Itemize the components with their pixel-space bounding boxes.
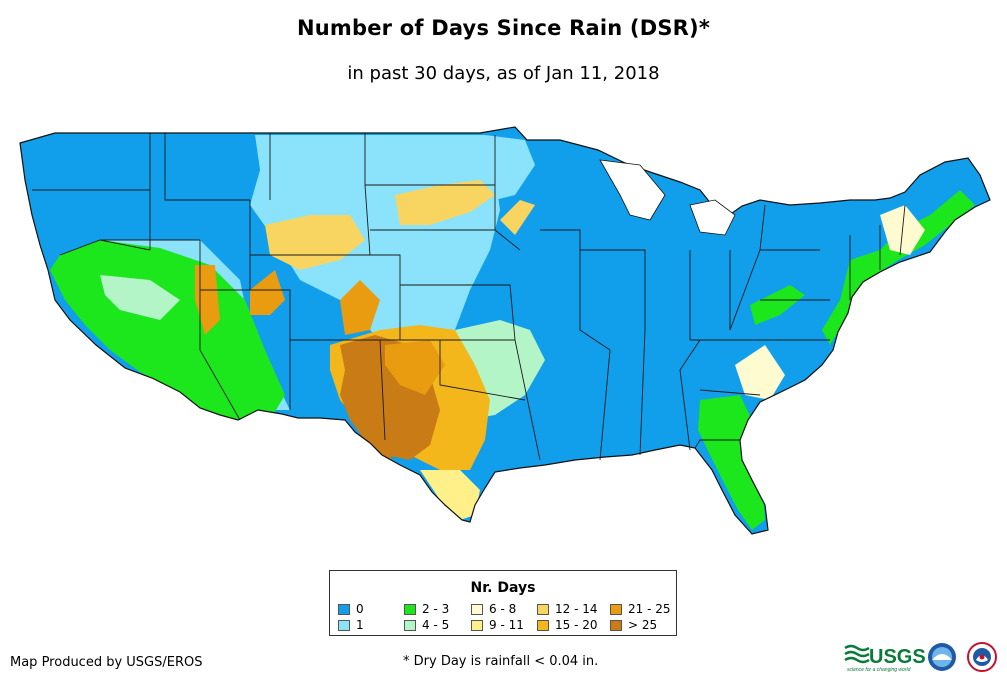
legend-swatch bbox=[610, 604, 622, 615]
usgs-tagline: science for a changing world bbox=[847, 667, 911, 673]
legend-swatch bbox=[537, 620, 549, 631]
legend-item: 15 - 20 bbox=[537, 618, 598, 632]
legend-item: 9 - 11 bbox=[471, 618, 524, 632]
usgs-logo: USGS science for a changing world bbox=[844, 644, 926, 673]
legend-swatch bbox=[338, 604, 350, 615]
legend-label: 15 - 20 bbox=[555, 618, 598, 632]
state-boundaries bbox=[32, 133, 906, 461]
nws-logo bbox=[967, 642, 997, 672]
map-credit: Map Produced by USGS/EROS bbox=[10, 655, 203, 670]
legend-item: 1 bbox=[338, 618, 364, 632]
legend-swatch bbox=[471, 620, 483, 631]
legend-swatch bbox=[404, 620, 416, 631]
legend-swatch bbox=[471, 604, 483, 615]
legend: Nr. Days 0 1 2 - 3 4 - 5 6 - 8 9 - 11 12… bbox=[329, 570, 677, 636]
map-title: Number of Days Since Rain (DSR)* bbox=[296, 16, 711, 40]
legend-label: 6 - 8 bbox=[489, 602, 517, 616]
map-subtitle: in past 30 days, as of Jan 11, 2018 bbox=[347, 63, 660, 84]
dry-day-footnote: * Dry Day is rainfall < 0.04 in. bbox=[403, 654, 599, 669]
legend-item: 21 - 25 bbox=[610, 602, 671, 616]
usgs-logo-text: USGS bbox=[869, 646, 926, 668]
agency-logos: USGS science for a changing world bbox=[844, 642, 997, 673]
legend-label: 2 - 3 bbox=[422, 602, 450, 616]
legend-swatch bbox=[404, 604, 416, 615]
legend-label: 12 - 14 bbox=[555, 602, 598, 616]
legend-swatch bbox=[610, 620, 622, 631]
legend-swatch bbox=[338, 620, 350, 631]
legend-title: Nr. Days bbox=[470, 580, 536, 596]
legend-item: 0 bbox=[338, 602, 364, 616]
legend-label: 9 - 11 bbox=[489, 618, 524, 632]
legend-item: > 25 bbox=[610, 618, 657, 632]
great-lakes bbox=[599, 159, 666, 221]
legend-label: 1 bbox=[356, 618, 364, 632]
legend-swatch bbox=[537, 604, 549, 615]
legend-item: 12 - 14 bbox=[537, 602, 598, 616]
noaa-logo bbox=[928, 643, 956, 671]
legend-label: 4 - 5 bbox=[422, 618, 450, 632]
legend-item: 2 - 3 bbox=[404, 602, 449, 616]
legend-label: 0 bbox=[356, 602, 364, 616]
dsr-map-fill bbox=[20, 127, 990, 534]
legend-item: 4 - 5 bbox=[404, 618, 449, 632]
legend-label: 21 - 25 bbox=[628, 602, 671, 616]
legend-item: 6 - 8 bbox=[471, 602, 516, 616]
legend-label: > 25 bbox=[628, 618, 658, 632]
